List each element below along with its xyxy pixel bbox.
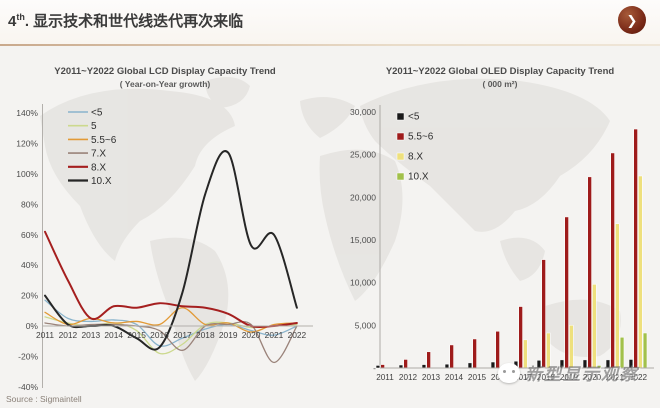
lcd-ytick: -40% — [18, 382, 38, 392]
lcd-legend-label: 10.X — [91, 176, 112, 187]
oled-bar-<5 — [490, 361, 496, 369]
source-note: Source : Sigmaintell — [6, 394, 82, 404]
lcd-xtick: 2022 — [288, 330, 307, 340]
oled-bar-5.5~6 — [403, 359, 408, 369]
world-map-background — [40, 77, 621, 381]
header-divider — [0, 44, 660, 46]
lcd-xtick: 2020 — [242, 330, 261, 340]
page-title-number: 4 — [8, 13, 17, 30]
page-title-text: . 显示技术和世代线迭代再次来临 — [24, 13, 244, 30]
oled-xtick: 2015 — [468, 373, 487, 382]
oled-bar-8.X — [592, 284, 597, 369]
oled-ytick: 20,000 — [350, 192, 376, 202]
lcd-legend-label: <5 — [91, 108, 103, 119]
lcd-ytick: 120% — [16, 139, 38, 149]
oled-chart-title: Y2011~Y2022 Global OLED Display Capacity… — [385, 66, 615, 77]
oled-ytick: 25,000 — [350, 150, 376, 160]
oled-chart-subtitle: ( 000 m²) — [482, 79, 518, 89]
oled-ytick: 30,000 — [350, 107, 376, 117]
oled-xtick: 2017 — [514, 373, 533, 382]
oled-xtick: 2020 — [583, 373, 602, 382]
oled-bar-5.5~6 — [564, 216, 569, 369]
brand-logo-icon: ❯ — [618, 6, 646, 34]
header: 4th. 显示技术和世代线迭代再次来临 ❯ — [0, 0, 660, 44]
oled-bar-5.5~6 — [449, 344, 454, 369]
oled-xtick: 2013 — [422, 373, 441, 382]
lcd-series-5.5~6 — [44, 307, 298, 333]
oled-bar-5.5~6 — [380, 364, 385, 369]
oled-bar-5.5~6 — [587, 176, 592, 369]
oled-bar-5.5~6 — [426, 351, 431, 369]
lcd-legend-label: 7.X — [91, 149, 106, 160]
oled-xtick: 2018 — [537, 373, 556, 382]
oled-xtick: 2011 — [376, 373, 394, 382]
oled-legend-label: 10.X — [408, 172, 429, 183]
oled-ytick: - — [373, 363, 376, 373]
oled-bar-<5 — [421, 364, 427, 369]
oled-bar-5.5~6 — [633, 128, 638, 369]
oled-bar-chart: 30,000 25,000 20,000 15,000 10,000 5,000 -2011… — [350, 105, 654, 382]
oled-bar-8.X — [615, 223, 620, 369]
lcd-legend-label: 8.X — [91, 162, 106, 173]
lcd-ytick: 100% — [16, 169, 38, 179]
lcd-ytick: 60% — [21, 230, 38, 240]
page-title-ordinal: th — [16, 12, 25, 22]
oled-bar-5.5~6 — [541, 259, 546, 369]
oled-legend-swatch — [396, 172, 405, 181]
oled-ytick: 10,000 — [350, 278, 376, 288]
oled-xtick: 2019 — [560, 373, 579, 382]
oled-legend-swatch — [396, 112, 405, 121]
lcd-ytick: 80% — [21, 199, 38, 209]
oled-xtick: 2014 — [445, 373, 464, 382]
lcd-legend-label: 5 — [91, 121, 97, 132]
oled-xtick: 2012 — [399, 373, 418, 382]
lcd-xtick: 2019 — [219, 330, 238, 340]
oled-xtick: 2021 — [606, 373, 625, 382]
logo-chevron-icon: ❯ — [626, 12, 638, 28]
lcd-xtick: 2014 — [104, 330, 123, 340]
lcd-ytick: -20% — [18, 351, 38, 361]
lcd-xtick: 2017 — [173, 330, 192, 340]
oled-bar-5.5~6 — [518, 306, 523, 369]
oled-ytick: 15,000 — [350, 235, 376, 245]
oled-bar-8.X — [638, 175, 643, 369]
oled-legend-label: 8.X — [408, 152, 423, 163]
oled-bar-<5 — [444, 363, 450, 369]
oled-bar-5.5~6 — [610, 152, 615, 369]
lcd-xtick: 2015 — [127, 330, 146, 340]
lcd-xtick: 2018 — [196, 330, 215, 340]
lcd-ytick: 140% — [16, 108, 38, 118]
lcd-chart-subtitle: ( Year-on-Year growth) — [119, 79, 211, 89]
lcd-line-chart: 140% 120% 100% 80% 60% 40% 20% 0% -20% -40% 2011 20… — [16, 104, 313, 392]
watermark-text: 新型显示观察 — [525, 365, 639, 384]
lcd-series-<5 — [44, 299, 298, 347]
lcd-chart-title: Y2011~Y2022 Global LCD Display Capacity … — [54, 66, 276, 77]
lcd-xtick: 2011 — [36, 330, 54, 340]
oled-legend-swatch — [396, 132, 405, 141]
lcd-ytick: 0% — [26, 321, 39, 331]
page-title: 4th. 显示技术和世代线迭代再次来临 — [8, 10, 243, 31]
oled-legend-label: <5 — [408, 112, 420, 123]
lcd-xtick: 2012 — [59, 330, 78, 340]
lcd-ytick: 20% — [21, 291, 38, 301]
oled-xtick: 2022 — [629, 373, 648, 382]
lcd-xtick: 2016 — [150, 330, 169, 340]
lcd-xtick: 2013 — [81, 330, 100, 340]
lcd-legend-label: 5.5~6 — [91, 135, 117, 146]
lcd-ytick: 40% — [21, 260, 38, 270]
oled-legend-label: 5.5~6 — [408, 132, 434, 143]
lcd-xtick: 2021 — [265, 330, 284, 340]
wechat-account-icon — [498, 362, 520, 383]
oled-bar-10.X — [642, 332, 648, 369]
watermark: 新型显示观察 — [498, 360, 639, 385]
oled-bar-5.5~6 — [472, 338, 477, 369]
oled-bar-<5 — [467, 362, 473, 369]
oled-legend-swatch — [396, 152, 405, 161]
oled-bar-<5 — [375, 365, 381, 369]
oled-ytick: 5,000 — [355, 320, 377, 330]
